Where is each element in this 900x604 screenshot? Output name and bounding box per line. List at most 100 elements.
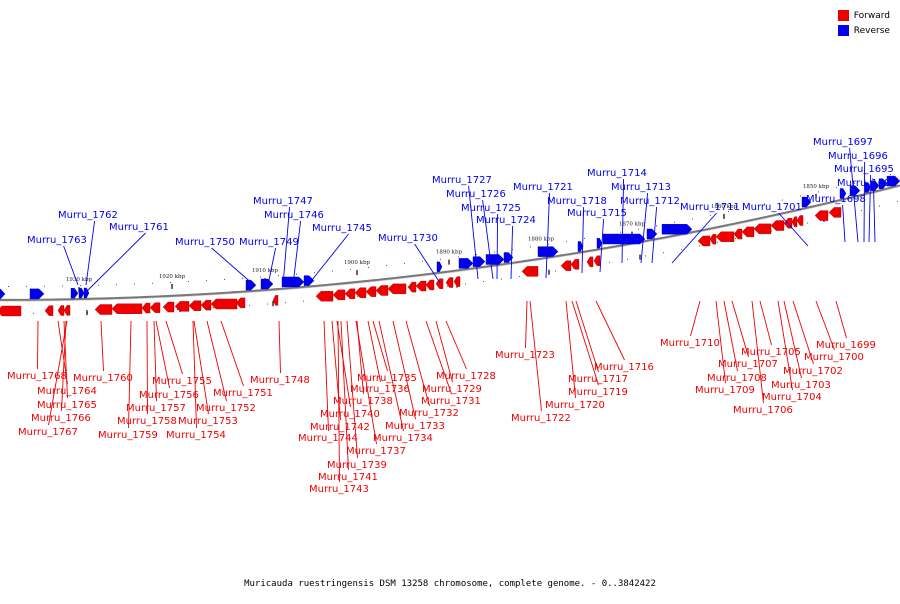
- reverse-gene: [78, 287, 85, 299]
- axis-dot: [782, 199, 783, 201]
- reverse-gene-label: Murru_1712: [620, 196, 680, 207]
- forward-label-leader: [340, 320, 349, 471]
- reverse-gene-label: Murru_1697: [813, 137, 873, 148]
- axis-dot: [519, 276, 520, 278]
- forward-gene-label: Murru_1753: [178, 416, 238, 427]
- axis-dot: [656, 225, 657, 227]
- forward-gene-label: Murru_1736: [350, 384, 410, 395]
- axis-dot: [854, 182, 855, 184]
- reverse-label-leader: [482, 199, 494, 280]
- reverse-gene-label: Murru_1724: [476, 215, 536, 226]
- forward-gene-label: Murru_1756: [139, 390, 199, 401]
- reverse-label-leader: [873, 188, 876, 243]
- axis-dot: [771, 230, 772, 232]
- reverse-gene-label: Murru_1726: [446, 189, 506, 200]
- forward-gene-label: Murru_1737: [346, 446, 406, 457]
- axis-dot: [609, 261, 610, 263]
- forward-gene: [435, 278, 444, 289]
- reverse-label-leader: [778, 212, 809, 247]
- forward-gene: [174, 301, 190, 312]
- axis-dot: [674, 221, 675, 223]
- forward-label-leader: [595, 300, 625, 361]
- forward-label-leader: [529, 300, 542, 412]
- axis-dot: [476, 254, 477, 256]
- reverse-gene: [245, 279, 257, 291]
- reverse-gene-label: Murru_1711: [680, 202, 740, 213]
- forward-gene: [753, 223, 772, 235]
- forward-gene-label: Murru_1708: [707, 373, 767, 384]
- axis-dot: [818, 191, 819, 193]
- forward-label-leader: [331, 320, 341, 421]
- axis-dot: [350, 268, 351, 270]
- axis-dot: [566, 240, 567, 242]
- forward-gene-label: Murru_1740: [320, 409, 380, 420]
- forward-gene: [791, 216, 798, 227]
- reverse-label-leader: [621, 178, 625, 264]
- forward-gene-label: Murru_1754: [166, 430, 226, 441]
- tick-label: 1920 kbp: [159, 274, 186, 280]
- axis-dot: [44, 285, 45, 287]
- axis-dot: [260, 276, 261, 278]
- forward-label-leader: [165, 320, 183, 375]
- forward-label-leader: [723, 300, 738, 372]
- axis-dot: [483, 281, 484, 283]
- forward-gene: [593, 255, 601, 266]
- forward-gene-label: Murru_1765: [37, 400, 97, 411]
- forward-gene-label: Murru_1742: [310, 422, 370, 433]
- reverse-gene: [577, 241, 584, 252]
- reverse-label-leader: [640, 192, 649, 264]
- forward-label-leader: [815, 300, 835, 351]
- forward-gene-label: Murru_1734: [373, 433, 433, 444]
- forward-gene: [200, 299, 212, 311]
- reverse-gene-label: Murru_1730: [378, 233, 438, 244]
- reverse-label-leader: [85, 220, 96, 286]
- reverse-label-leader: [211, 247, 255, 286]
- forward-gene-label: Murru_1709: [695, 385, 755, 396]
- reverse-gene: [260, 278, 274, 290]
- tick-label: 1880 kbp: [528, 237, 555, 243]
- axis-dot: [620, 231, 621, 233]
- forward-label-leader: [37, 320, 39, 370]
- reverse-gene: [485, 254, 505, 265]
- forward-gene: [407, 281, 417, 293]
- forward-gene-label: Murru_1728: [436, 371, 496, 382]
- reverse-gene: [602, 233, 646, 245]
- forward-gene-label: Murru_1706: [733, 405, 793, 416]
- forward-label-leader: [355, 320, 377, 445]
- forward-gene: [770, 220, 785, 231]
- forward-gene-label: Murru_1700: [804, 352, 864, 363]
- reverse-gene-label: Murru_1749: [239, 237, 299, 248]
- legend-item-forward: Forward: [837, 8, 890, 23]
- axis-dot: [555, 270, 556, 272]
- axis-dot: [249, 304, 250, 306]
- tick-label: 1900 kbp: [344, 260, 371, 266]
- forward-gene-label: Murru_1739: [327, 460, 387, 471]
- forward-gene-label: Murru_1760: [73, 373, 133, 384]
- axis-dot: [494, 251, 495, 253]
- axis-dot: [116, 284, 117, 286]
- axis-dot: [404, 263, 405, 265]
- forward-gene: [828, 207, 842, 218]
- axis-dot: [170, 281, 171, 283]
- forward-label-leader: [405, 320, 430, 407]
- axis-dot: [314, 272, 315, 274]
- forward-gene-label: Murru_1755: [152, 376, 212, 387]
- forward-gene: [521, 266, 539, 277]
- reverse-gene: [472, 256, 486, 267]
- genome-backbone: [0, 184, 900, 302]
- forward-gene: [796, 215, 804, 226]
- reverse-gene: [503, 252, 514, 263]
- reverse-gene-label: Murru_1763: [27, 235, 87, 246]
- forward-gene-label: Murru_1759: [98, 430, 158, 441]
- forward-gene-label: Murru_1702: [783, 366, 843, 377]
- forward-label-leader: [146, 320, 148, 415]
- reverse-label-leader: [63, 245, 79, 286]
- axis-dot: [296, 273, 297, 275]
- forward-gene: [149, 302, 161, 313]
- axis-dot: [206, 280, 207, 282]
- forward-gene: [315, 291, 334, 302]
- reverse-gene-label: Murru_1745: [312, 223, 372, 234]
- axis-dot: [746, 207, 747, 209]
- forward-gene-label: Murru_1732: [399, 408, 459, 419]
- axis-dot: [422, 260, 423, 262]
